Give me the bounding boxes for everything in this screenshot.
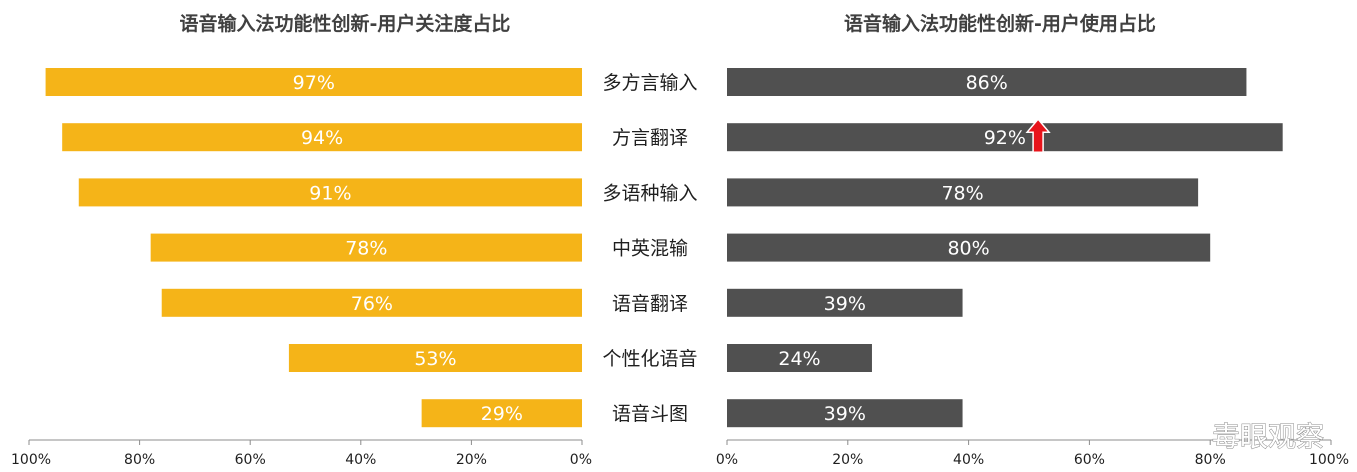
watermark: 毒眼观察	[1212, 420, 1324, 453]
right-bar-3	[727, 233, 1211, 262]
category-label-0: 多方言输入	[602, 72, 697, 94]
right-chart-title: 语音输入法功能性创新-用户使用占比	[844, 12, 1156, 35]
left-bar-label-2: 91%	[309, 182, 351, 204]
right-bar-2	[727, 178, 1199, 207]
left-bar-label-1: 94%	[301, 127, 343, 149]
right-bar-1	[727, 123, 1283, 152]
left-tick-label-2: 60%	[235, 452, 266, 468]
red-up-arrow-icon	[1025, 118, 1051, 153]
right-bar-label-3: 80%	[947, 238, 989, 260]
right-bar-5	[727, 344, 872, 372]
right-tick-label-3: 60%	[1074, 452, 1105, 468]
left-bar-5	[288, 344, 582, 372]
left-tick-label-0: 100%	[11, 452, 51, 468]
highlight-marker	[1025, 118, 1051, 153]
left-bar-2	[78, 178, 583, 207]
left-tick-label-4: 20%	[456, 452, 487, 468]
right-bar-0	[727, 68, 1247, 96]
left-bar-label-4: 76%	[351, 293, 393, 315]
right-x-axis: 0% 20% 40% 60% 80% 100%	[716, 439, 1349, 468]
left-bar-label-5: 53%	[414, 348, 456, 370]
right-tick-label-2: 40%	[953, 452, 984, 468]
left-bar-3	[150, 233, 582, 262]
category-label-6: 语音斗图	[612, 403, 688, 425]
right-bar-label-4: 39%	[824, 293, 866, 315]
category-label-2: 多语种输入	[602, 182, 697, 204]
left-tick-label-3: 40%	[345, 452, 376, 468]
right-bar-label-0: 86%	[966, 72, 1008, 94]
left-x-axis: 100% 80% 60% 40% 20% 0%	[11, 439, 592, 468]
left-tick-label-1: 80%	[124, 452, 155, 468]
right-tick-label-4: 80%	[1195, 452, 1226, 468]
left-bar-label-3: 78%	[345, 238, 387, 260]
left-bar-4	[161, 288, 582, 317]
right-tick-label-0: 0%	[716, 452, 738, 468]
right-tick-label-1: 20%	[832, 452, 863, 468]
right-bar-4	[727, 288, 963, 317]
left-tick-label-5: 0%	[570, 452, 592, 468]
category-label-3: 中英混输	[612, 238, 688, 260]
right-bar-label-1: 92%	[984, 127, 1026, 149]
left-bar-label-6: 29%	[481, 403, 523, 425]
left-bar-0	[45, 68, 582, 96]
category-label-4: 语音翻译	[612, 293, 688, 315]
left-bar-6	[421, 399, 582, 428]
right-bar-label-6: 39%	[824, 403, 866, 425]
left-chart-title: 语音输入法功能性创新-用户关注度占比	[180, 12, 511, 35]
right-bar-label-5: 24%	[778, 348, 820, 370]
right-bars: 86% 92% 78% 80% 39% 24% 39%	[727, 68, 1283, 428]
right-tick-label-5: 100%	[1309, 452, 1349, 468]
right-bar-label-2: 78%	[941, 182, 983, 204]
right-bar-6	[727, 399, 963, 428]
left-bars: 97% 94% 91% 78% 76% 53% 29%	[45, 68, 583, 428]
left-bar-label-0: 97%	[293, 72, 335, 94]
category-label-1: 方言翻译	[612, 127, 688, 149]
category-label-5: 个性化语音	[602, 348, 697, 370]
left-bar-1	[62, 123, 583, 152]
